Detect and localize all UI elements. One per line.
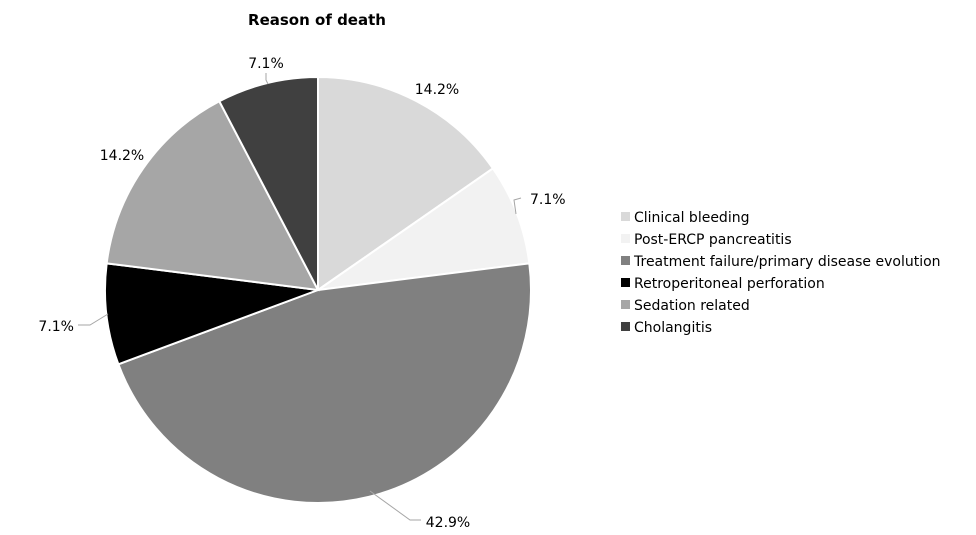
legend-swatch-3 (621, 256, 630, 265)
pie-slice-2 (317, 167, 531, 291)
leader-line-6 (265, 73, 269, 85)
legend-label-6: Cholangitis (634, 320, 712, 336)
pie-slices (104, 75, 532, 504)
leader-line-2 (513, 197, 522, 215)
data-label-1: 14.2% (415, 82, 459, 98)
legend-swatch-1 (621, 212, 630, 221)
legend-swatch-6 (621, 322, 630, 331)
leader-line-4 (78, 313, 109, 326)
pie-slice-3 (117, 262, 532, 504)
legend-swatch-5 (621, 300, 630, 309)
legend-swatch-4 (621, 278, 630, 287)
legend: Clinical bleeding Post-ERCP pancreatitis T… (621, 210, 941, 336)
data-label-4: 7.1% (38, 319, 74, 335)
pie-slice-5 (105, 99, 320, 292)
data-label-6: 7.1% (248, 56, 284, 72)
data-label-5: 14.2% (100, 148, 144, 164)
leader-line-3 (369, 490, 421, 521)
legend-label-1: Clinical bleeding (634, 210, 749, 226)
data-label-2: 7.1% (530, 192, 566, 208)
legend-label-3: Treatment failure/primary disease evolut… (633, 254, 941, 270)
legend-label-2: Post-ERCP pancreatitis (634, 232, 792, 248)
pie-slice-1 (317, 75, 495, 292)
legend-label-4: Retroperitoneal perforation (634, 276, 825, 292)
data-labels: 14.2% 7.1% 42.9% 7.1% 14.2% 7.1% (38, 56, 565, 531)
data-label-3: 42.9% (426, 515, 470, 531)
legend-label-5: Sedation related (634, 298, 750, 314)
leader-lines (78, 73, 522, 521)
legend-swatch-2 (621, 234, 630, 243)
chart-title: Reason of death (248, 11, 386, 29)
